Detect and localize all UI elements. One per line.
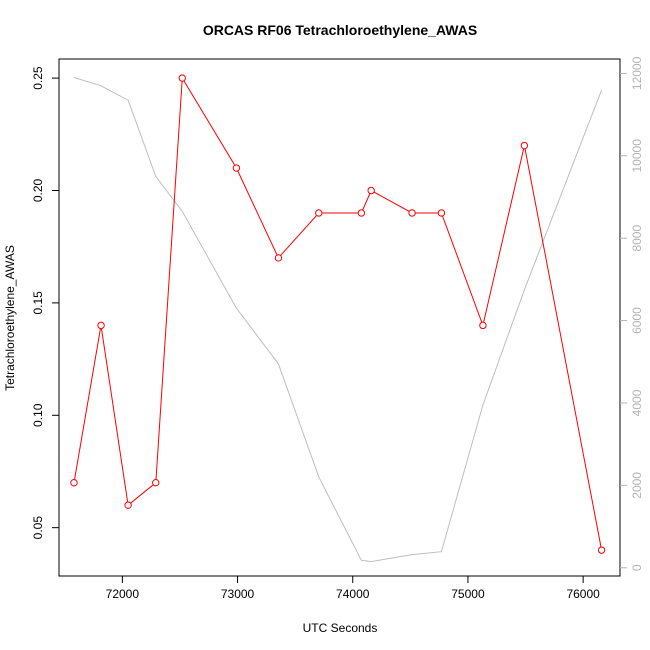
y-axis-label: Tetrachloroethylene_AWAS [3,245,17,391]
data-point-8 [357,209,366,217]
data-point-6 [274,254,283,262]
data-point-3 [152,479,160,487]
y-axis-right: 0 2000 4000 6000 8000 10000 12000 [620,56,644,571]
x-tick-label-0: 72000 [106,587,140,601]
series-layer [70,74,606,563]
plot-frame [58,58,621,577]
data-point-4 [178,74,186,82]
series-line-left [73,76,603,551]
y-tick-label-0: 0.05 [31,516,45,540]
data-point-1 [97,321,105,330]
data-point-12 [479,321,487,330]
data-point-11 [437,209,446,217]
series-line-right [73,77,603,563]
y2-tick-label-3: 6000 [630,307,644,334]
data-point-0 [70,479,78,487]
y-tick-label-4: 0.25 [31,66,45,90]
x-axis-label: UTC Seconds [303,621,378,635]
y2-tick-label-4: 8000 [630,225,644,252]
y-axis-left: 0.05 0.10 0.15 0.20 0.25 [31,66,59,539]
y2-tick-label-5: 10000 [630,139,644,173]
y2-tick-label-1: 2000 [630,472,644,499]
data-point-10 [408,209,416,217]
x-tick-label-1: 73000 [221,587,255,601]
data-point-7 [315,209,323,217]
y-tick-label-2: 0.15 [31,291,45,315]
y-tick-label-3: 0.20 [31,178,45,202]
y2-tick-label-2: 4000 [630,389,644,416]
y2-tick-label-6: 12000 [630,56,644,90]
data-point-2 [124,501,132,509]
y-tick-label-1: 0.10 [31,403,45,427]
x-tick-label-3: 75000 [451,587,485,601]
data-point-9 [367,186,375,195]
x-axis: 72000 73000 74000 75000 76000 [106,576,600,601]
x-tick-label-4: 76000 [566,587,600,601]
x-tick-label-2: 74000 [336,587,370,601]
chart-title: ORCAS RF06 Tetrachloroethylene_AWAS [203,22,477,38]
data-point-13 [520,141,529,150]
data-point-5 [232,164,241,172]
y2-tick-label-0: 0 [630,564,644,571]
data-point-14 [597,546,606,554]
